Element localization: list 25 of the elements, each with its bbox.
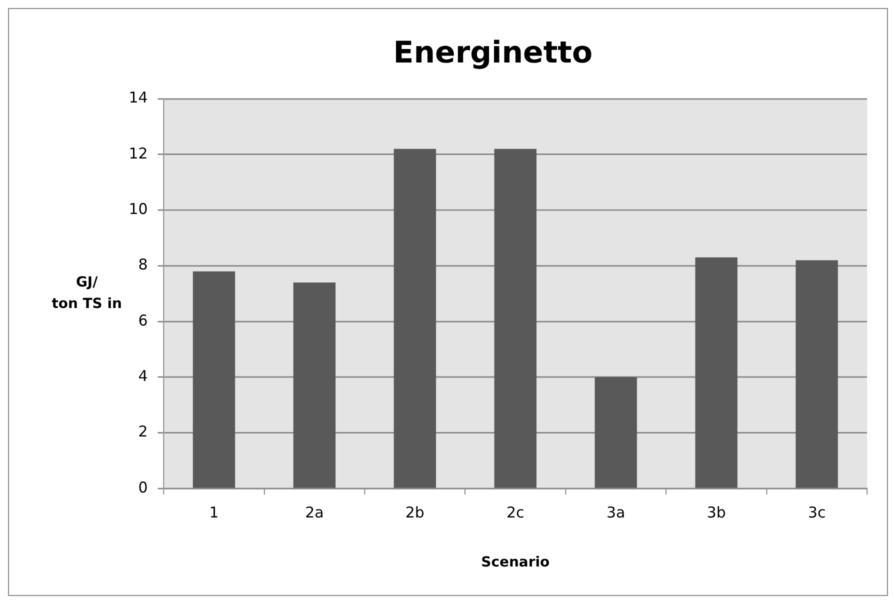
y-tick-label: 12 bbox=[128, 144, 148, 162]
x-tick-label: 2c bbox=[506, 503, 524, 522]
x-tick-label: 3b bbox=[706, 503, 726, 522]
bar bbox=[594, 377, 637, 488]
bar bbox=[293, 282, 336, 488]
x-tick-label: 3a bbox=[606, 503, 626, 522]
chart-title: Energinetto bbox=[393, 36, 593, 71]
bar bbox=[695, 257, 738, 488]
bar bbox=[494, 148, 536, 488]
bar bbox=[394, 148, 436, 488]
bar bbox=[192, 271, 236, 488]
y-tick-label: 8 bbox=[138, 256, 148, 274]
y-tick-label: 0 bbox=[138, 478, 148, 496]
x-tick-label: 2a bbox=[305, 503, 324, 522]
x-tick-label: 2b bbox=[405, 503, 424, 522]
y-tick-label: 14 bbox=[128, 88, 148, 107]
y-tick-label: 6 bbox=[138, 311, 148, 330]
y-tick-label: 10 bbox=[128, 200, 148, 218]
x-tick-label: 3c bbox=[808, 503, 826, 522]
y-axis-title: GJ/ ton TS in bbox=[52, 274, 122, 312]
x-axis-title: Scenario bbox=[481, 554, 550, 570]
bar bbox=[796, 260, 838, 488]
y-tick-label: 2 bbox=[138, 422, 148, 441]
x-tick-label: 1 bbox=[209, 503, 219, 522]
y-tick-label: 4 bbox=[138, 367, 148, 386]
